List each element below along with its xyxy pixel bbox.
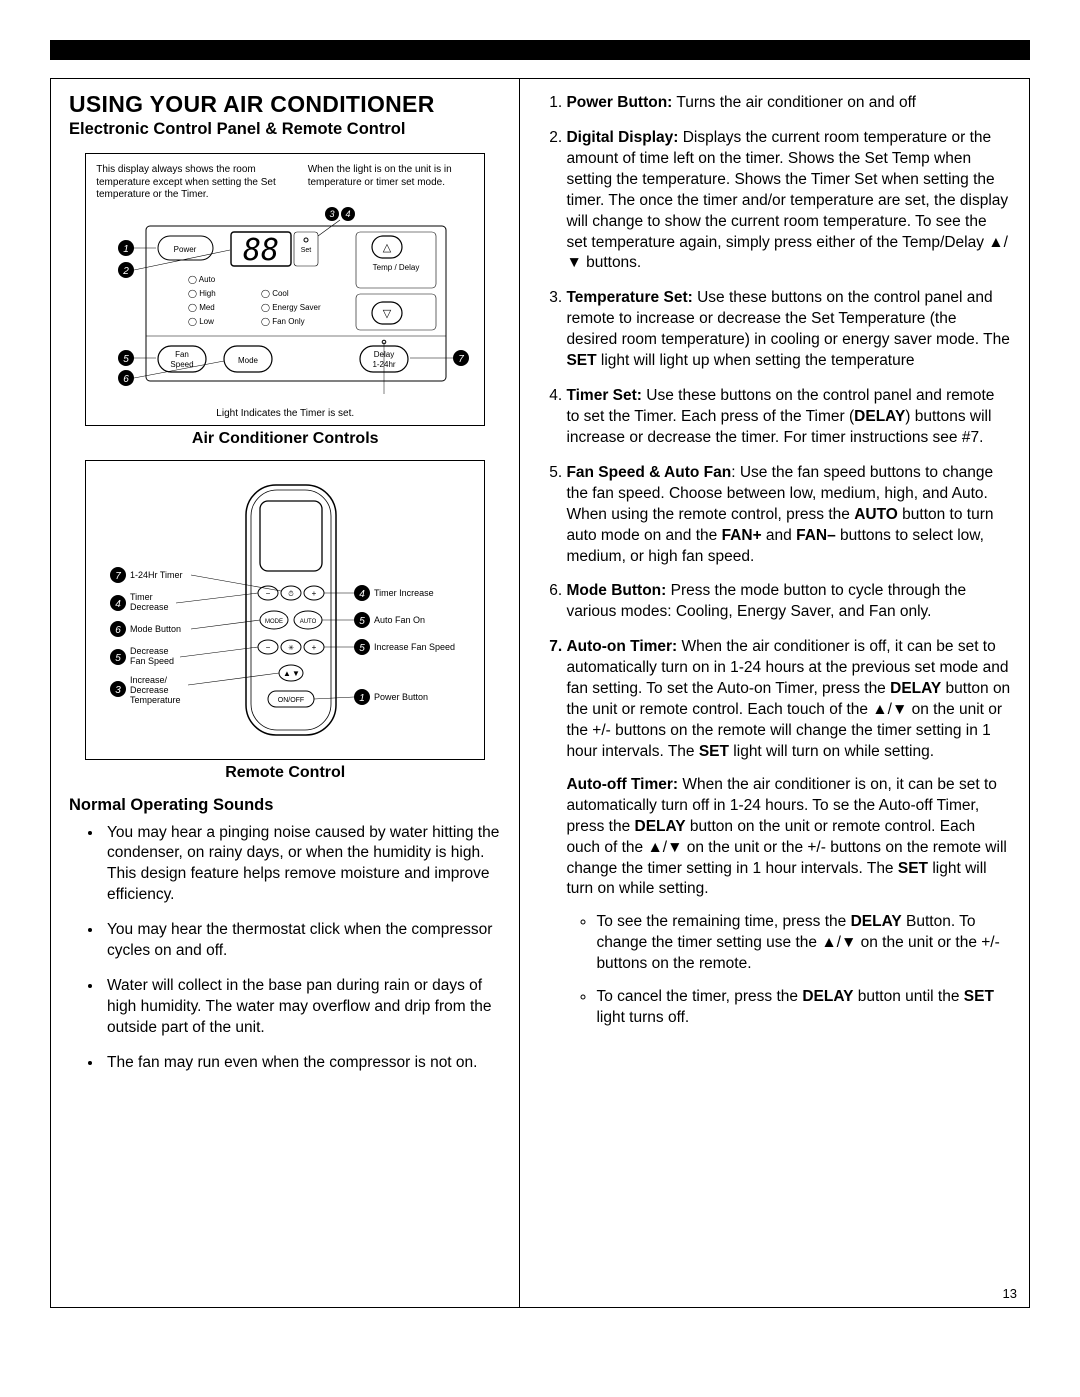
list-item: You may hear the thermostat click when t…	[103, 920, 501, 962]
svg-text:◯ Energy Saver: ◯ Energy Saver	[261, 303, 321, 312]
panel-note-left: This display always shows the room tempe…	[96, 164, 300, 202]
svg-text:Increase/: Increase/	[130, 675, 168, 685]
svg-text:5: 5	[123, 354, 129, 365]
svg-text:△: △	[383, 242, 392, 254]
power-label: Power	[174, 245, 197, 254]
list-item: Fan Speed & Auto Fan: Use the fan speed …	[566, 463, 1011, 568]
svg-text:◯ Low: ◯ Low	[188, 317, 214, 326]
remote-caption: Remote Control	[69, 764, 501, 782]
list-item: Timer Set: Use these buttons on the cont…	[566, 386, 1011, 449]
svg-text:7: 7	[115, 571, 121, 582]
control-panel-svg: Power 88 Set 3 4 △ Temp /	[96, 206, 476, 406]
svg-text:1: 1	[359, 693, 365, 704]
main-heading: USING YOUR AIR CONDITIONER	[69, 91, 501, 118]
svg-text:Decrease: Decrease	[130, 685, 169, 695]
svg-text:▲: ▲	[283, 669, 291, 678]
svg-text:1-24Hr Timer: 1-24Hr Timer	[130, 570, 183, 580]
svg-text:3: 3	[330, 209, 335, 219]
svg-text:ON/OFF: ON/OFF	[278, 697, 304, 704]
svg-text:1: 1	[123, 244, 129, 255]
panel-caption: Air Conditioner Controls	[69, 430, 501, 448]
page-number: 13	[1003, 1286, 1017, 1301]
svg-text:Increase Fan Speed: Increase Fan Speed	[374, 642, 455, 652]
svg-text:5: 5	[359, 616, 365, 627]
svg-text:2: 2	[122, 266, 129, 277]
svg-text:4: 4	[115, 599, 121, 610]
header-bar	[50, 40, 1030, 60]
svg-text:▼: ▼	[292, 669, 300, 678]
remote-diagram: − ⏱ + MODE AUTO − ✳ +	[85, 460, 485, 760]
svg-text:Mode: Mode	[238, 356, 259, 365]
sounds-list: You may hear a pinging noise caused by w…	[69, 823, 501, 1074]
right-column: Power Button: Turns the air conditioner …	[520, 79, 1029, 1307]
svg-text:4: 4	[346, 209, 351, 219]
svg-text:MODE: MODE	[265, 619, 283, 625]
list-item: Auto-on Timer: When the air conditioner …	[566, 637, 1011, 1029]
list-item: Temperature Set: Use these buttons on th…	[566, 288, 1011, 372]
svg-text:5: 5	[359, 643, 365, 654]
svg-text:Auto Fan On: Auto Fan On	[374, 615, 425, 625]
svg-text:7: 7	[458, 354, 464, 365]
svg-text:◯ Med: ◯ Med	[188, 303, 215, 312]
svg-text:6: 6	[123, 374, 129, 385]
svg-text:Timer: Timer	[130, 592, 153, 602]
panel-note-right: When the light is on the unit is in temp…	[308, 164, 475, 202]
content-frame: USING YOUR AIR CONDITIONER Electronic Co…	[50, 78, 1030, 1308]
svg-text:Timer Increase: Timer Increase	[374, 588, 434, 598]
remote-svg: − ⏱ + MODE AUTO − ✳ +	[96, 475, 476, 755]
sub-heading: Electronic Control Panel & Remote Contro…	[69, 120, 501, 139]
svg-text:Temperature: Temperature	[130, 695, 181, 705]
control-panel-diagram: This display always shows the room tempe…	[85, 153, 485, 426]
svg-text:Power Button: Power Button	[374, 692, 428, 702]
list-item: Digital Display: Displays the current ro…	[566, 128, 1011, 274]
sounds-heading: Normal Operating Sounds	[69, 796, 501, 815]
list-item: You may hear a pinging noise caused by w…	[103, 823, 501, 907]
panel-foot-note: Light Indicates the Timer is set.	[96, 408, 474, 419]
svg-text:⏱: ⏱	[288, 590, 294, 598]
svg-text:◯ Fan Only: ◯ Fan Only	[261, 317, 305, 326]
list-item: Mode Button: Press the mode button to cy…	[566, 581, 1011, 623]
svg-text:✳: ✳	[288, 644, 294, 652]
list-item: Water will collect in the base pan durin…	[103, 976, 501, 1039]
svg-text:−: −	[266, 643, 271, 652]
set-label: Set	[301, 247, 312, 254]
svg-text:◯ Auto: ◯ Auto	[188, 275, 216, 284]
svg-text:Decrease: Decrease	[130, 646, 169, 656]
list-item: Power Button: Turns the air conditioner …	[566, 93, 1011, 114]
digital-display: 88	[243, 233, 279, 268]
list-item: The fan may run even when the compressor…	[103, 1053, 501, 1074]
list-item: To cancel the timer, press the DELAY but…	[596, 987, 1011, 1029]
svg-text:Fan Speed: Fan Speed	[130, 656, 174, 666]
controls-list: Power Button: Turns the air conditioner …	[538, 93, 1011, 1029]
svg-text:+: +	[312, 589, 317, 598]
manual-page: USING YOUR AIR CONDITIONER Electronic Co…	[0, 0, 1080, 1338]
list-item: To see the remaining time, press the DEL…	[596, 912, 1011, 975]
svg-text:Fan: Fan	[175, 350, 189, 359]
svg-text:◯ Cool: ◯ Cool	[261, 289, 289, 298]
svg-text:Mode Button: Mode Button	[130, 624, 181, 634]
svg-text:+: +	[312, 643, 317, 652]
svg-text:▽: ▽	[383, 308, 392, 320]
svg-text:◯ High: ◯ High	[188, 289, 216, 298]
svg-text:3: 3	[115, 685, 121, 696]
left-column: USING YOUR AIR CONDITIONER Electronic Co…	[51, 79, 520, 1307]
svg-text:4: 4	[359, 589, 365, 600]
svg-text:AUTO: AUTO	[300, 619, 317, 625]
svg-text:6: 6	[115, 625, 121, 636]
svg-text:Decrease: Decrease	[130, 602, 169, 612]
svg-text:5: 5	[115, 653, 121, 664]
svg-text:−: −	[266, 589, 271, 598]
temp-delay-label: Temp / Delay	[373, 263, 420, 272]
